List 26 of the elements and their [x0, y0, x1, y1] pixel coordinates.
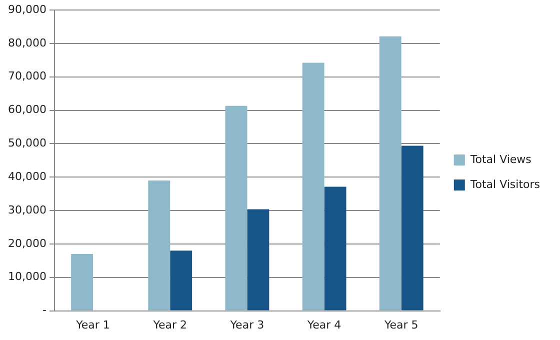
bar — [302, 62, 324, 310]
y-tick-label: 70,000 — [8, 70, 46, 83]
bar — [148, 180, 170, 310]
y-tick-label: 50,000 — [8, 136, 46, 150]
legend-label: Total Views — [469, 152, 532, 166]
x-tick-label: Year 4 — [306, 318, 342, 332]
y-tick-label: 20,000 — [8, 236, 46, 250]
y-tick-label: 10,000 — [8, 270, 46, 284]
x-tick-label: Year 5 — [383, 318, 418, 332]
y-tick-label: 40,000 — [8, 170, 46, 183]
x-tick-label: Year 3 — [229, 318, 264, 332]
legend-label: Total Visitors — [469, 178, 540, 191]
bar — [401, 146, 424, 310]
y-tick-label: 60,000 — [8, 103, 46, 116]
bar — [170, 250, 192, 310]
x-tick-label: Year 2 — [152, 318, 188, 332]
y-tick-label: - — [42, 304, 47, 317]
x-tick-label: Year 1 — [75, 318, 110, 332]
bar — [379, 36, 402, 310]
bar — [225, 106, 248, 310]
bar — [71, 254, 94, 310]
y-tick-label: 90,000 — [8, 2, 46, 16]
y-tick-label: 30,000 — [8, 203, 46, 216]
bar — [324, 186, 346, 310]
bar — [247, 209, 270, 310]
y-tick-label: 80,000 — [8, 36, 46, 50]
